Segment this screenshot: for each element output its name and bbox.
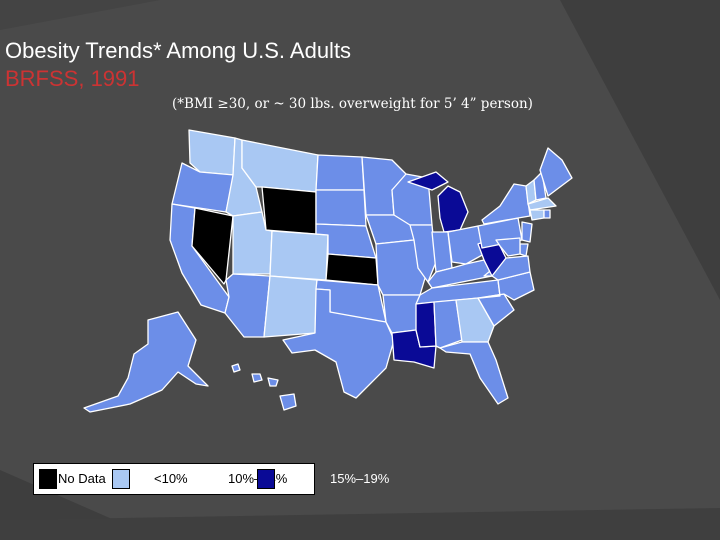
slide-subtitle: BRFSS, 1991 [5,66,140,91]
state-north-dakota [315,154,365,191]
state-colorado [269,230,329,281]
state-florida [439,341,509,405]
state-massachusetts [527,197,557,211]
bmi-footnote: (*BMI ≥30, or ~ 30 lbs. overweight for 5… [172,96,533,112]
state-hawaii-4 [279,393,297,411]
state-hawaii-1 [231,363,241,373]
state-nevada [191,207,234,285]
state-maryland [495,237,521,257]
state-ohio [447,225,485,265]
state-new-mexico [263,275,318,338]
state-alaska [83,311,209,413]
state-michigan [437,185,469,233]
state-texas [282,288,395,399]
state-rhode-island [543,209,551,219]
state-hawaii-3 [267,377,279,387]
state-mississippi [415,301,437,348]
state-washington [188,129,236,176]
map-legend: No Data <10% 10%–14% 15%–19% [33,463,389,495]
slide-title: Obesity Trends* Among U.S. Adults [5,38,352,63]
state-delaware [519,243,529,257]
state-arizona [224,273,271,338]
state-wyoming [261,186,317,235]
state-montana [241,139,319,193]
state-new-jersey [521,221,533,243]
state-maine [539,147,573,197]
state-south-dakota [315,189,367,227]
legend-label-15-19: 15%–19% [330,471,390,486]
state-north-carolina [479,271,535,301]
legend-swatch-under-10 [112,469,130,489]
state-connecticut [529,209,545,221]
legend-label-under-10: <10% [154,471,188,486]
state-kentucky [427,259,493,289]
state-michigan-upper [407,171,449,191]
legend-label-no-data: No Data [58,471,106,486]
state-kansas [325,253,379,286]
state-georgia [455,297,495,343]
state-hawaii-2 [251,373,263,383]
legend-swatch-15-19 [257,469,275,489]
legend-swatch-no-data [39,469,57,489]
state-alabama [433,299,463,349]
state-arkansas [382,294,421,334]
state-new-york [481,183,531,225]
